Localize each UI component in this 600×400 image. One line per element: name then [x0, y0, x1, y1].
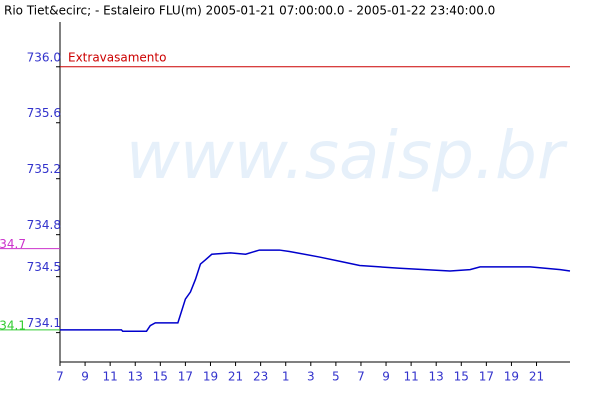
x-tick-label: 21	[228, 370, 243, 384]
x-tick-label: 5	[332, 370, 340, 384]
x-tick-label: 17	[479, 370, 494, 384]
y-tick-label: 736.0	[27, 50, 61, 64]
x-tick-label: 11	[103, 370, 118, 384]
y-tick-label: 734.8	[27, 218, 61, 232]
threshold-label: Extravasamento	[68, 50, 166, 64]
x-tick-label: 15	[454, 370, 469, 384]
x-tick-label: 13	[128, 370, 143, 384]
y-tick-label: 735.6	[27, 106, 61, 120]
chart-title: Rio Tiet&ecirc; - Estaleiro FLU(m) 2005-…	[4, 4, 495, 18]
y-tick-label: 734.5	[27, 260, 61, 274]
x-tick-label: 7	[357, 370, 365, 384]
marker-label: 734.7	[0, 237, 26, 251]
y-tick-label: 735.2	[27, 162, 61, 176]
x-tick-label: 7	[56, 370, 64, 384]
marker-label: 734.1	[0, 318, 26, 332]
x-tick-label: 19	[504, 370, 519, 384]
x-tick-label: 9	[81, 370, 89, 384]
x-tick-label: 11	[403, 370, 418, 384]
watermark: www.saisp.br	[126, 117, 568, 194]
x-tick-label: 17	[178, 370, 193, 384]
y-tick-label: 734.1	[27, 316, 61, 330]
x-tick-label: 1	[282, 370, 290, 384]
x-tick-label: 13	[429, 370, 444, 384]
data-line	[60, 249, 571, 332]
x-tick-label: 21	[529, 370, 544, 384]
x-tick-label: 23	[253, 370, 268, 384]
x-tick-label: 3	[307, 370, 315, 384]
x-tick-label: 19	[203, 370, 218, 384]
x-tick-label: 9	[382, 370, 390, 384]
x-tick-label: 15	[153, 370, 168, 384]
